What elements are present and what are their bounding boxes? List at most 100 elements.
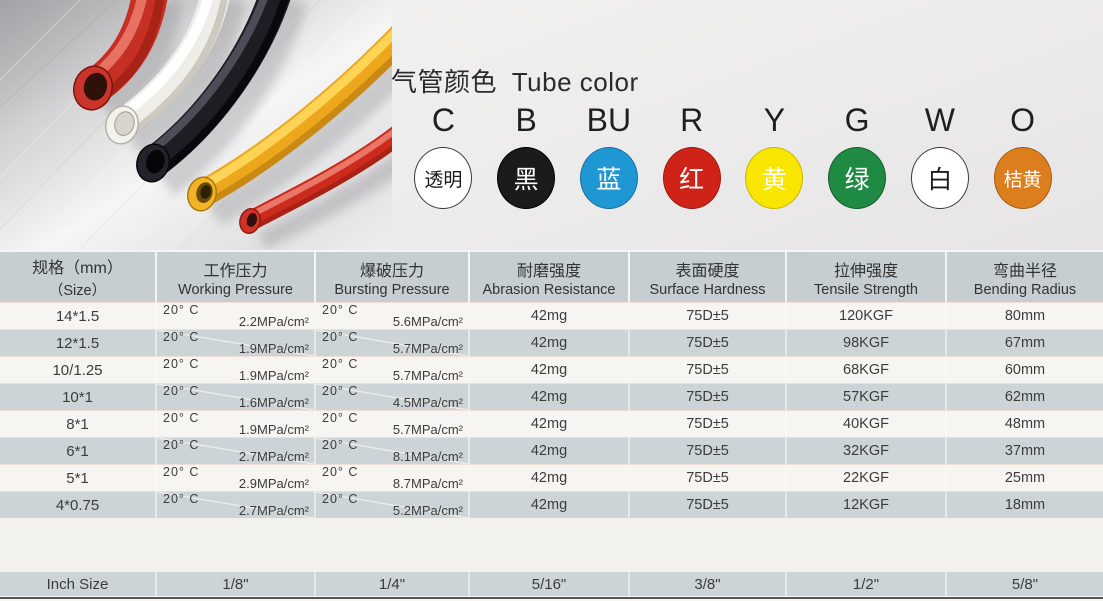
cell-bending: 67mm bbox=[1004, 335, 1046, 351]
spec-table: 规格（mm） （Size） 工作压力 Working Pressure 爆破压力 Bu… bbox=[0, 250, 1103, 518]
cell-abrasion: 42mg bbox=[470, 330, 630, 356]
color-circle-transparent: 透明 bbox=[414, 147, 473, 209]
tube-color-codes: C B BU R Y G W O bbox=[402, 102, 1064, 139]
cell-hardness: 75D±5 bbox=[630, 330, 787, 356]
cell-bending: 80mm bbox=[1004, 308, 1046, 324]
inch-value: 5/8" bbox=[1011, 575, 1039, 593]
page-title: 气管颜色 Tube color bbox=[391, 62, 639, 99]
header-working-pressure: 工作压力 Working Pressure bbox=[157, 252, 316, 302]
inch-value: 3/8" bbox=[630, 572, 787, 596]
header-surface-hardness: 表面硬度 Surface Hardness bbox=[630, 252, 787, 302]
cell-tensile: 22KGF bbox=[787, 465, 947, 491]
cell-working-pressure: 20° C 2.7MPa/cm² bbox=[157, 492, 316, 518]
color-code: C bbox=[431, 102, 455, 138]
cell-bursting-pressure: 20° C 8.7MPa/cm² bbox=[316, 465, 470, 491]
cell-size: 8*1 bbox=[0, 411, 157, 437]
header-tensile-strength: 拉伸强度 Tensile Strength bbox=[787, 252, 947, 302]
cell-size: 14*1.5 bbox=[0, 303, 157, 329]
color-code: B bbox=[515, 102, 537, 138]
cell-hardness: 75D±5 bbox=[630, 384, 787, 410]
cell-bending: 62mm bbox=[1004, 389, 1046, 405]
color-code: BU bbox=[586, 102, 632, 138]
cell-hardness: 75D±5 bbox=[630, 303, 787, 329]
table-row: 14*1.5 20° C 2.2MPa/cm² 20° C 5.6MPa/cm² 4… bbox=[0, 302, 1103, 329]
tubes-photo bbox=[0, 0, 471, 301]
inch-size-label: Inch Size bbox=[0, 572, 157, 596]
cell-working-pressure: 20° C 1.9MPa/cm² bbox=[157, 330, 316, 356]
table-row: 5*1 20° C 2.9MPa/cm² 20° C 8.7MPa/cm² 42mg… bbox=[0, 464, 1103, 491]
inch-value: 1/4" bbox=[316, 572, 470, 596]
inch-value: 5/16" bbox=[470, 572, 630, 596]
cell-bursting-pressure: 20° C 5.7MPa/cm² bbox=[316, 357, 470, 383]
cell-bending: 18mm bbox=[1004, 497, 1046, 513]
table-row: 6*1 20° C 2.7MPa/cm² 20° C 8.1MPa/cm² 42mg… bbox=[0, 437, 1103, 464]
table-row: 10*1 20° C 1.6MPa/cm² 20° C 4.5MPa/cm² 42m… bbox=[0, 383, 1103, 410]
color-code: W bbox=[924, 102, 955, 138]
cell-bursting-pressure: 20° C 5.7MPa/cm² bbox=[316, 411, 470, 437]
inch-size-row: Inch Size 1/8" 1/4" 5/16" 3/8" 1/2" 5/8" bbox=[0, 572, 1103, 596]
cell-hardness: 75D±5 bbox=[630, 357, 787, 383]
cell-size: 5*1 bbox=[0, 465, 157, 491]
cell-working-pressure: 20° C 1.9MPa/cm² bbox=[157, 357, 316, 383]
cell-hardness: 75D±5 bbox=[630, 411, 787, 437]
cell-size: 10*1 bbox=[0, 384, 157, 410]
cell-bending: 25mm bbox=[1004, 470, 1046, 486]
cell-abrasion: 42mg bbox=[470, 303, 630, 329]
color-circle-green: 绿 bbox=[828, 147, 887, 209]
cell-bursting-pressure: 20° C 5.2MPa/cm² bbox=[316, 492, 470, 518]
cell-abrasion: 42mg bbox=[470, 357, 630, 383]
color-code: Y bbox=[763, 102, 786, 138]
cell-tensile: 32KGF bbox=[787, 438, 947, 464]
cell-tensile: 98KGF bbox=[787, 330, 947, 356]
cell-bending: 48mm bbox=[1004, 416, 1046, 432]
cell-working-pressure: 20° C 2.9MPa/cm² bbox=[157, 465, 316, 491]
cell-tensile: 12KGF bbox=[787, 492, 947, 518]
cell-abrasion: 42mg bbox=[470, 438, 630, 464]
cell-abrasion: 42mg bbox=[470, 492, 630, 518]
cell-size: 4*0.75 bbox=[0, 492, 157, 518]
cell-hardness: 75D±5 bbox=[630, 465, 787, 491]
color-circle-orange: 桔黄 bbox=[993, 147, 1052, 209]
color-code: O bbox=[1010, 102, 1036, 138]
table-row: 4*0.75 20° C 2.7MPa/cm² 20° C 5.2MPa/cm² 4… bbox=[0, 491, 1103, 518]
cell-abrasion: 42mg bbox=[470, 465, 630, 491]
table-row: 8*1 20° C 1.9MPa/cm² 20° C 5.7MPa/cm² 42mg… bbox=[0, 410, 1103, 437]
color-circle-blue: 蓝 bbox=[579, 147, 638, 209]
tubes-photo-art bbox=[0, 0, 471, 301]
cell-abrasion: 42mg bbox=[470, 411, 630, 437]
cell-size: 12*1.5 bbox=[0, 330, 157, 356]
bottom-edge-line bbox=[0, 597, 1103, 599]
cell-tensile: 40KGF bbox=[787, 411, 947, 437]
color-code: R bbox=[680, 102, 704, 138]
spec-table-header: 规格（mm） （Size） 工作压力 Working Pressure 爆破压力 Bu… bbox=[0, 250, 1103, 302]
cell-hardness: 75D±5 bbox=[630, 438, 787, 464]
inch-value: 1/8" bbox=[157, 572, 316, 596]
page-title-zh: 气管颜色 bbox=[391, 67, 498, 97]
table-row: 10/1.25 20° C 1.9MPa/cm² 20° C 5.7MPa/cm² … bbox=[0, 356, 1103, 383]
cell-working-pressure: 20° C 1.9MPa/cm² bbox=[157, 411, 316, 437]
cell-hardness: 75D±5 bbox=[630, 492, 787, 518]
cell-bending: 37mm bbox=[1004, 443, 1046, 459]
color-circle-white: 白 bbox=[910, 147, 969, 209]
color-circle-red: 红 bbox=[662, 147, 721, 209]
cell-bending: 60mm bbox=[1004, 362, 1046, 378]
cell-size: 10/1.25 bbox=[0, 357, 157, 383]
cell-tensile: 120KGF bbox=[787, 303, 947, 329]
cell-tensile: 68KGF bbox=[787, 357, 947, 383]
cell-working-pressure: 20° C 2.2MPa/cm² bbox=[157, 303, 316, 329]
color-circle-yellow: 黄 bbox=[745, 147, 804, 209]
header-abrasion-resistance: 耐磨强度 Abrasion Resistance bbox=[470, 252, 630, 302]
cell-tensile: 57KGF bbox=[787, 384, 947, 410]
cell-size: 6*1 bbox=[0, 438, 157, 464]
page-title-en: Tube color bbox=[511, 67, 639, 97]
cell-bursting-pressure: 20° C 4.5MPa/cm² bbox=[316, 384, 470, 410]
header-size: 规格（mm） （Size） bbox=[0, 252, 157, 302]
header-bursting-pressure: 爆破压力 Bursting Pressure bbox=[316, 252, 470, 302]
cell-working-pressure: 20° C 2.7MPa/cm² bbox=[157, 438, 316, 464]
table-row: 12*1.5 20° C 1.9MPa/cm² 20° C 5.7MPa/cm² 4… bbox=[0, 329, 1103, 356]
color-code: G bbox=[844, 102, 870, 138]
inch-value: 1/2" bbox=[787, 572, 947, 596]
tube-color-legend: 透明 黑 蓝 红 黄 绿 白 桔黄 bbox=[402, 147, 1064, 209]
table-gap bbox=[0, 518, 1103, 572]
